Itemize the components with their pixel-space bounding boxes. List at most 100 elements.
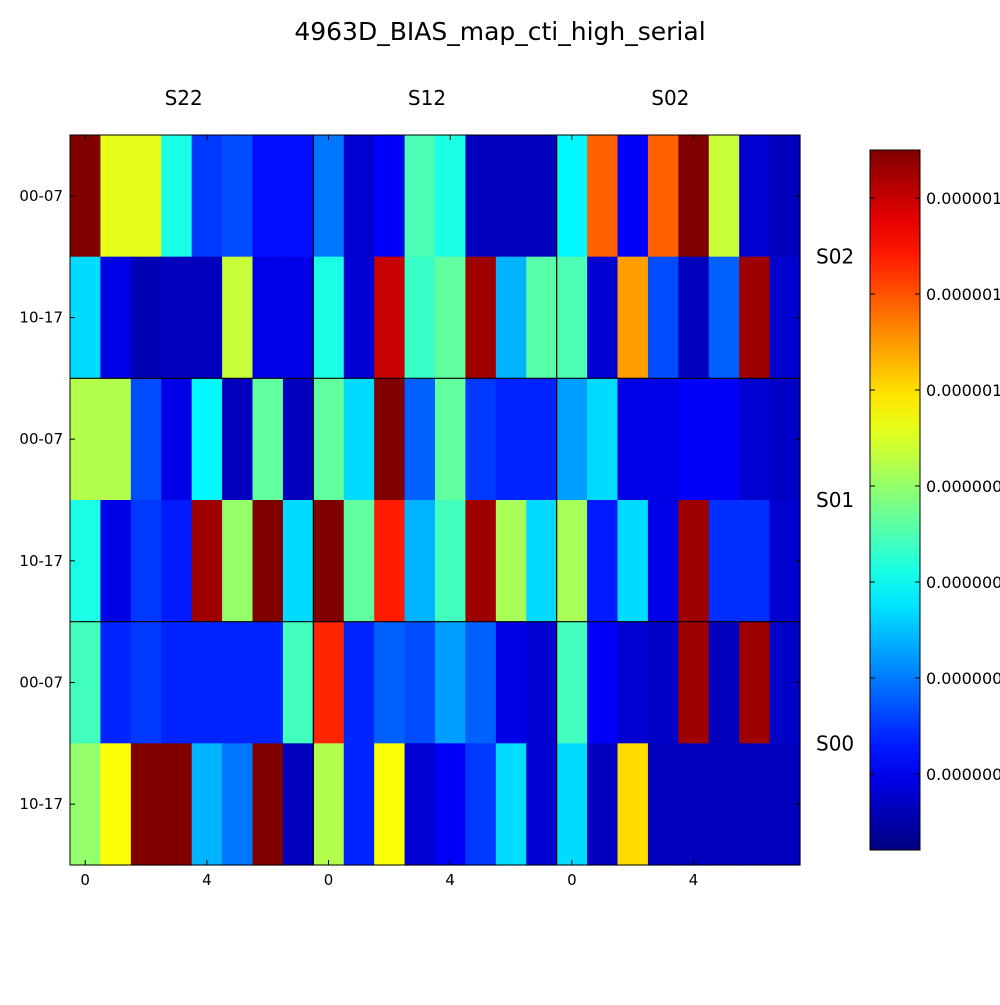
heatmap-cell bbox=[191, 621, 223, 744]
heatmap-cell bbox=[313, 621, 345, 744]
row-tick-label: 00-07 bbox=[19, 430, 63, 448]
heatmap-cell bbox=[647, 500, 679, 623]
heatmap-cell bbox=[222, 135, 254, 258]
heatmap-cell bbox=[282, 378, 314, 501]
heatmap-cell bbox=[465, 743, 497, 866]
heatmap-cell bbox=[556, 500, 588, 623]
row-tick-label: 10-17 bbox=[19, 795, 63, 813]
colorbar-tick-label: 0.000001 bbox=[926, 189, 1000, 208]
heatmap-cell bbox=[100, 743, 132, 866]
heatmap-cell bbox=[343, 500, 375, 623]
heatmap-cell bbox=[708, 378, 740, 501]
heatmap-cell bbox=[374, 256, 406, 379]
chart-title: 4963D_BIAS_map_cti_high_serial bbox=[294, 17, 705, 46]
heatmap-cell bbox=[647, 135, 679, 258]
x-tick-label: 4 bbox=[202, 871, 212, 889]
heatmap-cell bbox=[495, 621, 527, 744]
heatmap-cell bbox=[252, 621, 284, 744]
heatmap-cell bbox=[222, 743, 254, 866]
heatmap-cell bbox=[222, 621, 254, 744]
heatmap-cell bbox=[495, 500, 527, 623]
group-dividers bbox=[70, 135, 800, 865]
heatmap-cell bbox=[343, 743, 375, 866]
heatmap-cell bbox=[739, 743, 771, 866]
row-tick-label: 10-17 bbox=[19, 552, 63, 570]
colorbar: 0.000001 0.000001 0.000001 0.000000 0.000000… bbox=[869, 149, 1000, 851]
heatmap-cell bbox=[404, 135, 436, 258]
heatmap-cell bbox=[435, 378, 467, 501]
heatmap-cell bbox=[526, 378, 558, 501]
heatmap-cell bbox=[495, 135, 527, 258]
heatmap-cell bbox=[495, 256, 527, 379]
heatmap-cell bbox=[435, 135, 467, 258]
heatmap-cell bbox=[191, 500, 223, 623]
heatmap-cell bbox=[252, 500, 284, 623]
heatmap-cell bbox=[313, 378, 345, 501]
heatmap-cell bbox=[526, 743, 558, 866]
heatmap-cell bbox=[404, 378, 436, 501]
heatmap-cell bbox=[678, 743, 710, 866]
x-tick-label: 0 bbox=[567, 871, 577, 889]
heatmap-cell bbox=[343, 135, 375, 258]
heatmap-cell bbox=[70, 135, 102, 258]
heatmap-cell bbox=[435, 621, 467, 744]
heatmap-cell bbox=[739, 378, 771, 501]
heatmap-cell bbox=[374, 500, 406, 623]
heatmap-cell bbox=[70, 378, 102, 501]
colorbar-tick-label: 0.000000 bbox=[926, 573, 1000, 592]
heatmap-cell bbox=[739, 135, 771, 258]
heatmap-cell bbox=[678, 378, 710, 501]
heatmap-cell bbox=[374, 621, 406, 744]
heatmap-cell bbox=[404, 256, 436, 379]
colorbar-gradient bbox=[869, 149, 921, 851]
heatmap-cell bbox=[556, 378, 588, 501]
heatmap-cell bbox=[647, 621, 679, 744]
heatmap-cell bbox=[647, 256, 679, 379]
column-group-label: S22 bbox=[165, 86, 203, 110]
x-tick-label: 0 bbox=[80, 871, 90, 889]
heatmap-cell bbox=[678, 256, 710, 379]
heatmap-cell bbox=[374, 135, 406, 258]
heatmap-cell bbox=[222, 256, 254, 379]
heatmap-cell bbox=[161, 743, 193, 866]
heatmap-cell bbox=[526, 256, 558, 379]
heatmap-cell bbox=[100, 256, 132, 379]
heatmap-cell bbox=[617, 500, 649, 623]
heatmap-cell bbox=[252, 743, 284, 866]
heatmap-cell bbox=[678, 500, 710, 623]
axis-labels: S22 S12 S02S02S01S0000-0710-1700-0710-1700… bbox=[19, 86, 854, 889]
heatmap-cell bbox=[191, 743, 223, 866]
heatmap-cell bbox=[587, 500, 619, 623]
heatmap-cell bbox=[708, 743, 740, 866]
heatmap-cell bbox=[313, 500, 345, 623]
heatmap-cell bbox=[252, 135, 284, 258]
heatmap-cell bbox=[282, 500, 314, 623]
heatmap-cell bbox=[70, 256, 102, 379]
heatmap-cell bbox=[678, 621, 710, 744]
x-tick-label: 4 bbox=[445, 871, 455, 889]
plot-frame bbox=[69, 134, 801, 866]
heatmap-cell bbox=[587, 743, 619, 866]
heatmap-cell bbox=[252, 378, 284, 501]
heatmap-cell bbox=[435, 256, 467, 379]
heatmap-cell bbox=[282, 621, 314, 744]
heatmap-cell bbox=[282, 135, 314, 258]
heatmap-cell bbox=[465, 256, 497, 379]
heatmap-cell bbox=[130, 500, 162, 623]
heatmap-cell bbox=[100, 500, 132, 623]
heatmap-cell bbox=[617, 743, 649, 866]
heatmap-cell bbox=[435, 743, 467, 866]
row-group-label: S02 bbox=[816, 245, 854, 269]
heatmap-cell bbox=[495, 743, 527, 866]
heatmap-cell bbox=[435, 500, 467, 623]
heatmap-cell bbox=[343, 621, 375, 744]
heatmap-cell bbox=[130, 378, 162, 501]
heatmap-cell bbox=[465, 621, 497, 744]
heatmap-cell bbox=[313, 743, 345, 866]
heatmap-cell bbox=[647, 378, 679, 501]
heatmap-cell bbox=[617, 256, 649, 379]
heatmap-cell bbox=[130, 743, 162, 866]
colorbar-tick-label: 0.000001 bbox=[926, 381, 1000, 400]
